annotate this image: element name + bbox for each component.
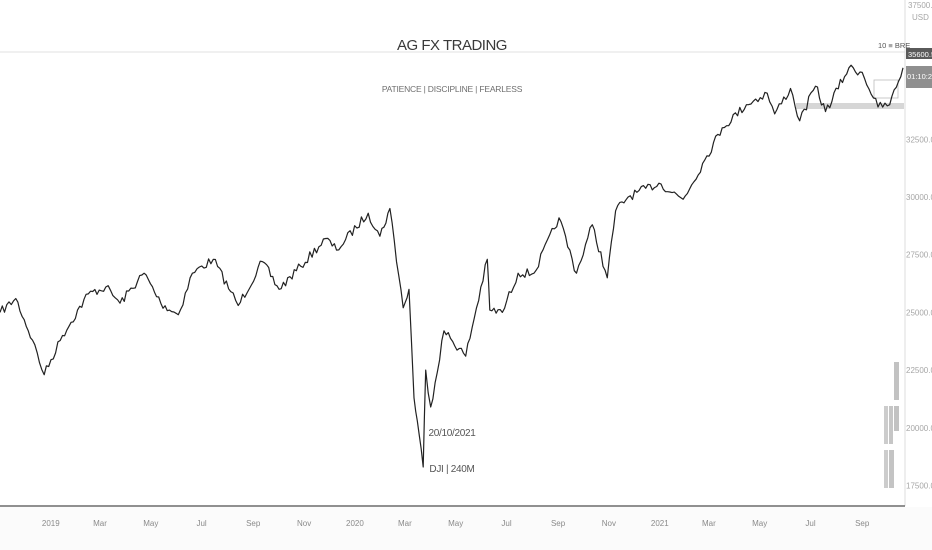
annotation-symbol: DJI | 240M [429,464,474,475]
support-zone [796,103,904,109]
price-label: 35600.5 [908,50,932,59]
x-tick-label: Jul [501,519,511,528]
x-tick-label: Jul [805,519,815,528]
volume-bar [889,450,894,488]
x-tick-label: Mar [702,519,716,528]
x-tick-label: May [448,519,463,528]
annotation-date: 20/10/2021 [428,428,476,439]
range-box [873,79,899,99]
x-tick-label: Sep [246,519,261,528]
y-axis-ticks: 35000.032500.030000.027500.025000.022500… [906,78,932,491]
x-axis-ticks: 2019 Mar May Jul Sep Nov 2020 Mar May Jul Sep Nov 20… [42,519,870,528]
countdown-label: 01:10:25 [907,72,932,81]
x-tick-label: Mar [398,519,412,528]
chart-title: AG FX TRADING [397,37,507,54]
x-tick-label: Nov [602,519,616,528]
volume-bar [884,450,888,488]
volume-bar [894,362,899,400]
y-tick-label: 25000.0 [906,308,932,317]
chart-subtitle: PATIENCE | DISCIPLINE | FEARLESS [382,84,523,94]
x-tick-label: Jul [196,519,206,528]
x-tick-label: Nov [297,519,311,528]
indicator-label: 10 ≡ BRE [878,41,910,50]
countdown-label-box [906,66,932,88]
y-tick-label: 20000.0 [906,424,932,433]
price-line [0,64,904,468]
y-tick-label: 30000.0 [906,193,932,202]
x-tick-label: May [143,519,158,528]
x-tick-label: May [752,519,767,528]
volume-bar [884,406,888,444]
y-tick-label: 32500.0 [906,135,932,144]
x-tick-label: Sep [855,519,870,528]
price-label-box [906,48,932,59]
x-tick-label: 2021 [651,519,669,528]
x-tick-label: Mar [93,519,107,528]
y-tick-top: 37500.0 [908,1,932,10]
volume-bar [894,406,899,431]
x-tick-label: 2020 [346,519,364,528]
volume-bar [889,406,893,444]
y-tick-label: 27500.0 [906,251,932,260]
x-tick-label: Sep [551,519,566,528]
y-tick-label: 22500.0 [906,366,932,375]
x-tick-label: 2019 [42,519,60,528]
time-axis-background [0,507,932,550]
currency-label: USD [912,13,929,22]
y-tick-label: 17500.0 [906,482,932,491]
